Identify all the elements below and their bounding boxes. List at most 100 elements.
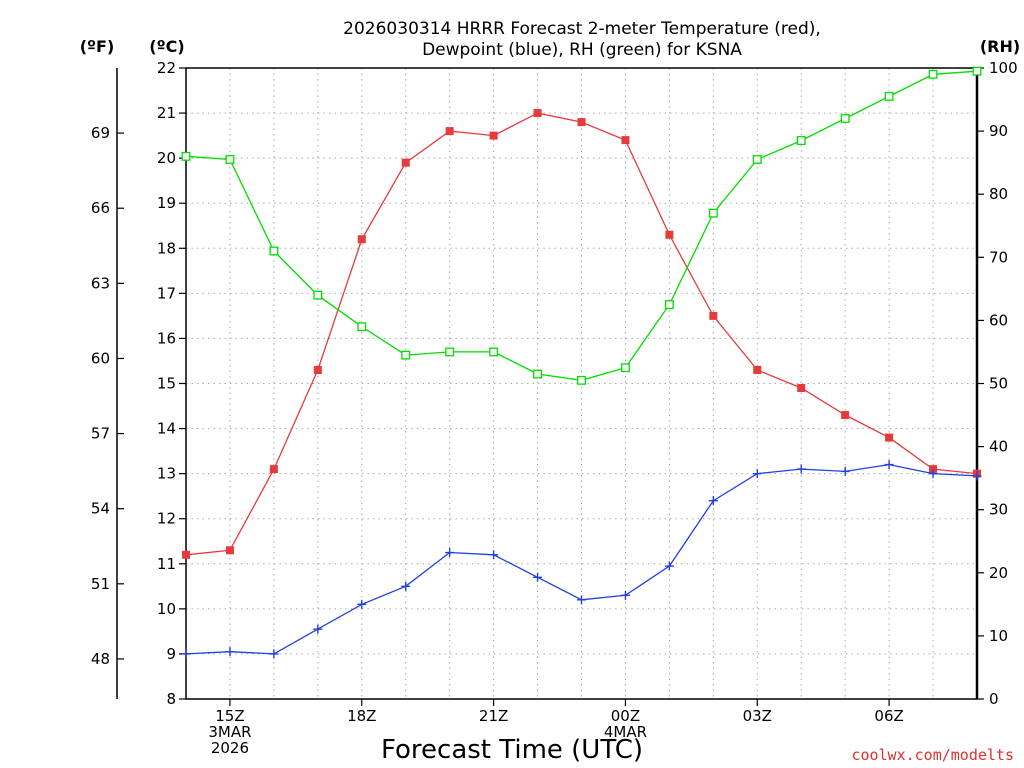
temperature-point bbox=[753, 365, 762, 374]
x-tick-label: 4MAR bbox=[604, 723, 647, 741]
x-tick-label: 00Z bbox=[611, 707, 640, 725]
celsius-tick-label: 17 bbox=[157, 284, 176, 302]
dewpoint-point bbox=[928, 469, 938, 479]
dewpoint-point bbox=[884, 460, 894, 470]
grid-lines bbox=[186, 68, 977, 699]
rh-point bbox=[928, 69, 938, 79]
rh-tick-label: 10 bbox=[989, 627, 1008, 645]
rh-point bbox=[181, 151, 191, 161]
celsius-tick-label: 11 bbox=[157, 555, 176, 573]
temperature-point bbox=[313, 365, 322, 374]
dewpoint-point bbox=[796, 464, 806, 474]
chart-title-line1: 2026030314 HRRR Forecast 2-meter Tempera… bbox=[343, 19, 821, 39]
fahrenheit-tick-label: 48 bbox=[91, 650, 110, 668]
temperature-point bbox=[885, 433, 894, 442]
temperature-point bbox=[225, 546, 234, 555]
rh-tick-label: 50 bbox=[989, 375, 1008, 393]
temperature-point bbox=[709, 311, 718, 320]
celsius-tick-label: 18 bbox=[157, 239, 176, 257]
rh-point bbox=[401, 350, 411, 360]
dewpoint-point bbox=[664, 561, 674, 571]
x-tick-label: 18Z bbox=[347, 707, 376, 725]
rh-point bbox=[357, 322, 367, 332]
x-tick-label: 15Z bbox=[215, 707, 244, 725]
fahrenheit-tick-label: 51 bbox=[91, 575, 110, 593]
x-tick-label: 03Z bbox=[743, 707, 772, 725]
dewpoint-point bbox=[489, 550, 499, 560]
celsius-tick-label: 13 bbox=[157, 465, 176, 483]
dewpoint-point bbox=[445, 548, 455, 558]
temperature-point bbox=[269, 465, 278, 474]
celsius-tick-label: 10 bbox=[157, 600, 176, 618]
celsius-tick-label: 16 bbox=[157, 329, 176, 347]
temperature-point bbox=[357, 235, 366, 244]
rh-point bbox=[972, 66, 982, 76]
temperature-point bbox=[929, 465, 938, 474]
credit-link[interactable]: coolwx.com/modelts bbox=[851, 746, 1014, 764]
celsius-unit-label: (ºC) bbox=[149, 37, 184, 56]
celsius-tick-label: 20 bbox=[157, 149, 176, 167]
dewpoint-point bbox=[269, 649, 279, 659]
celsius-tick-label: 21 bbox=[157, 104, 176, 122]
fahrenheit-tick-label: 66 bbox=[91, 199, 110, 217]
rh-point bbox=[313, 290, 323, 300]
rh-point bbox=[533, 369, 543, 379]
dewpoint-point bbox=[313, 624, 323, 634]
temperature-point bbox=[665, 230, 674, 239]
x-axis-label: Forecast Time (UTC) bbox=[381, 735, 643, 765]
dewpoint-point bbox=[840, 466, 850, 476]
celsius-tick-label: 12 bbox=[157, 510, 176, 528]
temperature-point bbox=[841, 411, 850, 420]
rh-tick-label: 80 bbox=[989, 185, 1008, 203]
dewpoint-point bbox=[533, 572, 543, 582]
fahrenheit-tick-label: 69 bbox=[91, 124, 110, 142]
temperature-point bbox=[401, 158, 410, 167]
celsius-tick-label: 19 bbox=[157, 194, 176, 212]
dewpoint-point bbox=[620, 590, 630, 600]
temperature-point bbox=[577, 118, 586, 127]
rh-point bbox=[269, 246, 279, 256]
rh-point bbox=[752, 155, 762, 164]
fahrenheit-tick-label: 54 bbox=[91, 500, 110, 518]
dewpoint-point bbox=[708, 496, 718, 506]
dewpoint-point bbox=[401, 581, 411, 591]
fahrenheit-tick-label: 57 bbox=[91, 425, 110, 443]
chart-title-line2: Dewpoint (blue), RH (green) for KSNA bbox=[422, 40, 742, 60]
fahrenheit-tick-label: 63 bbox=[91, 274, 110, 292]
dewpoint-point bbox=[577, 595, 586, 605]
rh-point bbox=[577, 375, 586, 385]
temperature-point bbox=[533, 109, 542, 118]
celsius-tick-label: 22 bbox=[157, 59, 176, 77]
x-tick-label: 2026 bbox=[211, 739, 249, 757]
fahrenheit-tick-label: 60 bbox=[91, 349, 110, 367]
celsius-tick-label: 9 bbox=[166, 645, 176, 663]
fahrenheit-unit-label: (ºF) bbox=[80, 37, 115, 56]
rh-point bbox=[225, 155, 235, 164]
data-series bbox=[181, 66, 982, 659]
dewpoint-point bbox=[752, 469, 762, 479]
dewpoint-point bbox=[181, 649, 191, 659]
rh-tick-label: 20 bbox=[989, 564, 1008, 582]
rh-tick-label: 0 bbox=[989, 690, 999, 708]
rh-point bbox=[796, 136, 806, 146]
rh-tick-label: 70 bbox=[989, 248, 1008, 266]
x-tick-label: 3MAR bbox=[208, 723, 251, 741]
temperature-point bbox=[489, 131, 498, 140]
rh-unit-label: (RH) bbox=[980, 37, 1020, 56]
celsius-tick-label: 14 bbox=[157, 420, 176, 438]
celsius-tick-label: 15 bbox=[157, 375, 176, 393]
rh-tick-label: 40 bbox=[989, 438, 1008, 456]
rh-point bbox=[445, 347, 455, 357]
celsius-tick-label: 8 bbox=[166, 690, 176, 708]
temperature-point bbox=[621, 136, 630, 145]
rh-tick-label: 100 bbox=[989, 59, 1018, 77]
rh-point bbox=[708, 208, 718, 218]
temperature-point bbox=[797, 384, 806, 393]
x-tick-label: 21Z bbox=[479, 707, 508, 725]
axis-ticks: 8 9 10 11 12 13 14 15 16 17 18 19 20 21 22 48 51 54 57 60 63… bbox=[91, 59, 1018, 757]
rh-tick-label: 90 bbox=[989, 122, 1008, 140]
x-tick-label: 06Z bbox=[874, 707, 903, 725]
dewpoint-point bbox=[225, 647, 235, 657]
dewpoint-point bbox=[972, 471, 982, 481]
